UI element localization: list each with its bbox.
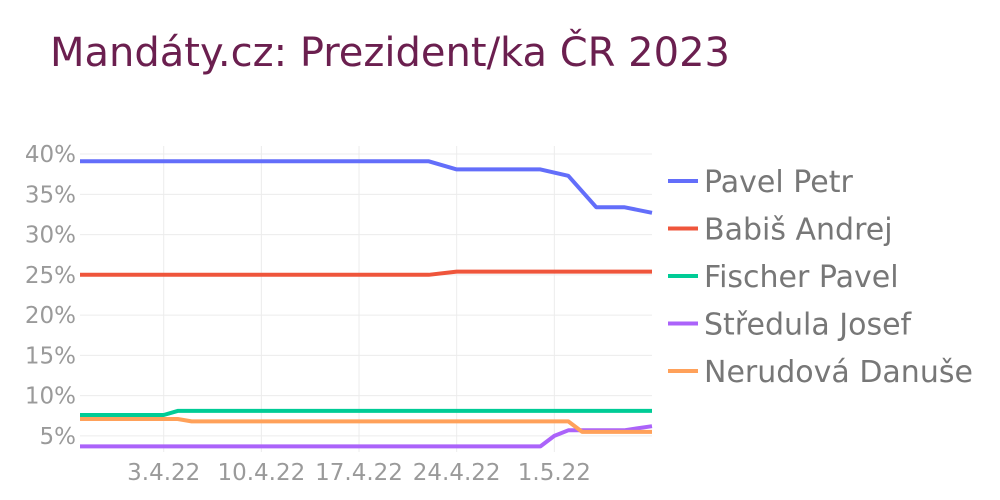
- chart-title: Mandáty.cz: Prezident/ka ČR 2023: [50, 30, 730, 76]
- series-layer: [80, 159, 653, 449]
- legend-item: Fischer Pavel: [668, 260, 899, 295]
- series-line: [80, 408, 652, 417]
- legend-item: Pavel Petr: [668, 165, 853, 200]
- legend-item: Babiš Andrej: [668, 213, 893, 248]
- legend-label: Fischer Pavel: [704, 260, 899, 295]
- x-axis: 3.4.22 10.4.22 17.4.22 24.4.22 1.5.22: [127, 460, 591, 486]
- series-line: [80, 417, 652, 434]
- x-tick-label: 1.5.22: [518, 460, 591, 486]
- x-tick-label: 24.4.22: [413, 460, 501, 486]
- grid-layer: [80, 146, 652, 452]
- x-tick-label: 17.4.22: [315, 460, 403, 486]
- legend-item: Středula Josef: [668, 308, 913, 343]
- legend: Pavel Petr Babiš Andrej Fischer Pavel Střed…: [668, 165, 973, 390]
- legend-label: Pavel Petr: [704, 165, 853, 200]
- x-tick-label: 10.4.22: [217, 460, 305, 486]
- y-tick-label: 35%: [25, 182, 76, 208]
- x-tick-label: 3.4.22: [127, 460, 200, 486]
- legend-label: Babiš Andrej: [704, 213, 893, 248]
- y-tick-label: 15%: [25, 343, 76, 369]
- legend-item: Nerudová Danuše: [668, 355, 973, 390]
- legend-label: Středula Josef: [704, 308, 913, 343]
- y-tick-label: 10%: [25, 384, 76, 410]
- y-tick-label: 25%: [25, 263, 76, 289]
- y-axis: 5% 10% 15% 20% 25% 30% 35% 40%: [25, 142, 76, 450]
- series-line: [80, 159, 653, 215]
- series-line: [80, 424, 653, 449]
- legend-label: Nerudová Danuše: [704, 355, 973, 390]
- y-tick-label: 20%: [25, 303, 76, 329]
- y-tick-label: 40%: [25, 142, 76, 168]
- y-tick-label: 30%: [25, 223, 76, 249]
- y-tick-label: 5%: [40, 424, 77, 450]
- series-line: [80, 269, 652, 277]
